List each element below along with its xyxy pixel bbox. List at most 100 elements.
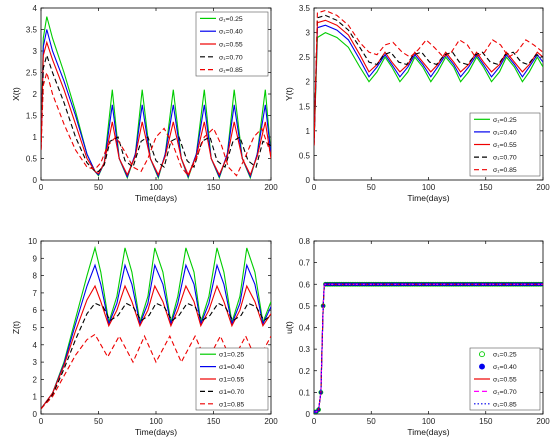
legend-label-5: σ₁=0.85 — [219, 67, 243, 74]
y-tick-label: 1 — [306, 127, 311, 136]
series-group — [314, 281, 543, 414]
y-tick-label: 1.5 — [299, 102, 311, 111]
x-tick-label: 0 — [39, 183, 44, 192]
y-tick-label: 0.5 — [299, 151, 311, 160]
y-tick-label: 0.5 — [299, 302, 311, 311]
series-line-5 — [314, 9, 543, 146]
y-tick-label: 0 — [306, 410, 311, 419]
y-tick-label: 2 — [33, 375, 38, 384]
x-tick-label: 50 — [367, 417, 376, 426]
y-axis-label: Y(t) — [284, 87, 294, 101]
series-group — [41, 245, 271, 410]
series-line-5 — [41, 70, 271, 177]
x-tick-label: 100 — [422, 417, 436, 426]
chart-panel-4: 0 50 100 150 200 0 0.1 0.2 0.3 0.4 0.5 0.6 0.7 0.8 Tim… — [284, 237, 550, 437]
y-tick-label: 0.2 — [299, 367, 311, 376]
y-tick-label: 8 — [33, 272, 38, 281]
legend-label-2: σ₁=0.40 — [219, 29, 243, 36]
x-axis-label: Time(days) — [407, 427, 449, 437]
legend-label-4: σ1=0.70 — [219, 389, 244, 396]
legend-marker-2 — [479, 363, 485, 370]
y-tick-label: 2 — [33, 90, 38, 99]
x-axis-label: Time(days) — [407, 193, 449, 203]
y-tick-label: 4 — [33, 341, 38, 350]
series-line-1 — [314, 31, 543, 146]
legend-label-4: σ₁=0.70 — [493, 389, 517, 396]
legend: σ1=0.25 σ1=0.40 σ1=0.55 σ1=0.70 σ1=0.85 — [195, 347, 269, 411]
series-line-5 — [314, 283, 543, 413]
legend-label-2: σ₁=0.40 — [493, 129, 517, 136]
y-tick-label: 0.4 — [299, 324, 311, 333]
y-tick-label: 2.5 — [26, 69, 38, 78]
y-axis-label: Z(t) — [11, 321, 21, 334]
legend-label-5: σ₁=0.85 — [493, 167, 517, 174]
legend-label-2: σ1=0.40 — [219, 364, 244, 371]
y-tick-label: 2.5 — [299, 53, 311, 62]
legend-marker-1 — [479, 351, 485, 358]
y-tick-label: 0.5 — [26, 155, 38, 164]
y-axis-label: u(t) — [284, 321, 294, 334]
x-tick-label: 0 — [39, 417, 44, 426]
y-tick-label: 1 — [33, 133, 38, 142]
legend-label-4: σ₁=0.70 — [493, 155, 517, 162]
y-tick-label: 6 — [33, 306, 38, 315]
y-tick-label: 3 — [33, 358, 38, 367]
series-line-4 — [41, 53, 271, 172]
x-axis-label: Time(days) — [135, 193, 177, 203]
y-tick-label: 1.5 — [26, 112, 38, 121]
y-tick-label: 9 — [33, 254, 38, 263]
series-line-4 — [41, 302, 271, 410]
y-tick-label: 0 — [33, 410, 38, 419]
legend-label-1: σ₁=0.25 — [493, 352, 517, 359]
series-line-2 — [41, 263, 271, 410]
legend-label-4: σ₁=0.70 — [219, 54, 243, 61]
x-tick-label: 200 — [536, 417, 550, 426]
x-tick-label: 0 — [312, 183, 317, 192]
y-tick-label: 3 — [33, 47, 38, 56]
x-tick-label: 150 — [479, 417, 493, 426]
x-tick-label: 150 — [207, 183, 221, 192]
chart-panel-2: 0 50 100 150 200 0 0.5 1 1.5 2 2.5 3 3.5 Time(days) Y(… — [284, 4, 550, 203]
series-line-5 — [41, 333, 271, 410]
legend-label-1: σ₁=0.25 — [493, 117, 517, 124]
legend-label-5: σ1=0.85 — [219, 401, 244, 408]
x-tick-label: 200 — [264, 417, 278, 426]
y-tick-label: 7 — [33, 289, 38, 298]
y-tick-label: 3.5 — [26, 26, 38, 35]
series-line-1 — [41, 245, 271, 410]
legend-label-3: σ₁=0.55 — [493, 377, 517, 384]
legend: σ₁=0.25 σ₁=0.40 σ₁=0.55 σ₁=0.70 σ₁=0.85 — [469, 112, 541, 177]
legend-label-5: σ₁=0.85 — [493, 401, 517, 408]
legend: σ₁=0.25 σ₁=0.40 σ₁=0.55 σ₁=0.70 σ₁=0.85 — [195, 11, 269, 77]
series-line-2 — [314, 24, 543, 146]
series-group — [41, 16, 271, 180]
series-line-3 — [41, 284, 271, 410]
y-tick-label: 0.8 — [299, 237, 311, 246]
x-tick-label: 100 — [149, 417, 163, 426]
legend: σ₁=0.25 σ₁=0.40 σ₁=0.55 σ₁=0.70 σ₁=0.85 — [469, 347, 541, 411]
series-group — [314, 9, 543, 146]
x-tick-label: 50 — [94, 183, 103, 192]
y-tick-label: 0.6 — [299, 280, 311, 289]
y-tick-label: 4 — [33, 4, 38, 13]
y-tick-label: 0 — [306, 176, 311, 185]
x-tick-label: 0 — [312, 417, 317, 426]
y-tick-label: 0 — [33, 176, 38, 185]
y-tick-label: 0.1 — [299, 388, 311, 397]
y-tick-label: 3 — [306, 29, 311, 38]
y-tick-label: 0.7 — [299, 259, 311, 268]
legend-label-3: σ₁=0.55 — [219, 42, 243, 49]
x-tick-label: 150 — [207, 417, 221, 426]
chart-panel-1: 0 50 100 150 200 0 0.5 1 1.5 2 2.5 3 3.5 4 Time(days) X… — [11, 4, 278, 203]
y-tick-label: 1 — [33, 393, 38, 402]
x-tick-label: 150 — [479, 183, 493, 192]
legend-label-3: σ₁=0.55 — [493, 142, 517, 149]
legend-label-3: σ1=0.55 — [219, 377, 244, 384]
y-tick-label: 0.3 — [299, 345, 311, 354]
series-line-3 — [41, 40, 271, 177]
x-tick-label: 50 — [367, 183, 376, 192]
x-tick-label: 200 — [536, 183, 550, 192]
x-axis-label: Time(days) — [135, 427, 177, 437]
y-tick-label: 5 — [33, 324, 38, 333]
